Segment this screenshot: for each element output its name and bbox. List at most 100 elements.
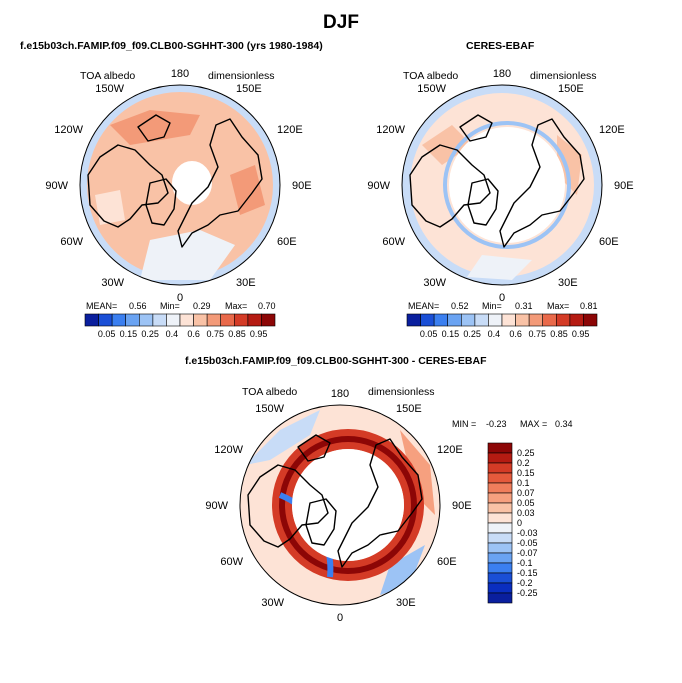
colorbar-1-swatch	[220, 313, 235, 327]
colorbar-3-tick-label: 0	[517, 518, 522, 528]
colorbar-1-tick-label: 0.95	[250, 329, 268, 339]
panel-1-variable-label: TOA albedo	[80, 70, 136, 82]
panel-3-title: f.e15b03ch.FAMIP.f09_f09.CLB00-SGHHT-300…	[185, 355, 487, 367]
colorbar-3-tick-label: -0.05	[517, 538, 538, 548]
panel-1-min-label: Min=	[160, 301, 180, 311]
map-3-lon-label: 150W	[255, 403, 284, 415]
colorbar-2-tick-label: 0.75	[529, 329, 547, 339]
colorbar-3-swatch	[487, 562, 513, 574]
colorbar-1-swatch	[125, 313, 140, 327]
map-3-lon-label: 90W	[205, 500, 228, 512]
colorbar-3-swatch	[487, 512, 513, 524]
map-1-lon-label: 90E	[292, 180, 312, 192]
colorbar-1-swatch	[84, 313, 99, 327]
map-1-lon-label: 0	[177, 292, 183, 304]
map-2-lon-label: 120W	[376, 124, 405, 136]
map-1-polar-missing	[172, 161, 212, 205]
figure-title: DJF	[323, 12, 359, 33]
colorbar-3-tick-label: 0.2	[517, 458, 530, 468]
colorbar-1-tick-label: 0.15	[120, 329, 138, 339]
panel-3-units-label: dimensionless	[368, 386, 435, 398]
colorbar-2-tick-label: 0.25	[463, 329, 481, 339]
map-3-coastline	[337, 438, 423, 568]
colorbar-2-swatch	[433, 313, 449, 327]
panel-3-min-value: -0.23	[486, 419, 507, 429]
panel-1-title: f.e15b03ch.FAMIP.f09_f09.CLB00-SGHHT-300…	[20, 40, 323, 52]
colorbar-2-swatch	[583, 313, 598, 327]
colorbar-1-swatch	[98, 313, 113, 327]
map-3-coastline	[305, 498, 337, 546]
colorbar-3-tick-label: -0.03	[517, 528, 538, 538]
panel-3-max-value: 0.34	[555, 419, 573, 429]
panel-3-variable-label: TOA albedo	[242, 386, 298, 398]
map-3-positive-patch	[400, 430, 435, 515]
colorbar-1-swatch	[261, 313, 276, 327]
map-2-lon-label: 0	[499, 292, 505, 304]
map-2-lon-label: 120E	[599, 124, 625, 136]
colorbar-1-tick-label: 0.85	[228, 329, 246, 339]
colorbar-1-swatch	[166, 313, 181, 327]
colorbar-2-swatch	[420, 313, 435, 327]
map-1-lon-label: 150E	[236, 83, 262, 95]
map-1-coastline	[145, 178, 177, 226]
map-2-coastline	[459, 114, 493, 142]
colorbar-2-tick-label: 0.15	[442, 329, 460, 339]
colorbar-2-swatch	[474, 313, 489, 327]
colorbar-3-tick-label: -0.07	[517, 548, 538, 558]
map-3-lon-label: 60E	[437, 556, 457, 568]
panel-1-units-label: dimensionless	[208, 70, 275, 82]
colorbar-2-tick-label: 0.95	[572, 329, 590, 339]
map-1-lon-label: 180	[171, 68, 189, 80]
map-1-lon-label: 120W	[54, 124, 83, 136]
panel-2-mean-label: MEAN=	[408, 301, 440, 311]
map-3-lon-label: 150E	[396, 403, 422, 415]
map-2-coastline	[467, 178, 499, 226]
colorbar-1-swatch	[111, 313, 126, 327]
map-1-field	[80, 85, 280, 285]
map-3-border	[239, 404, 441, 606]
colorbar-1-tick-label: 0.6	[187, 329, 200, 339]
colorbar-3-tick-label: 0.05	[517, 498, 535, 508]
map-1-lon-label: 60W	[60, 236, 83, 248]
colorbar-1-tick-label: 0.75	[207, 329, 225, 339]
colorbar-1-swatch	[234, 313, 249, 327]
panel-2-max-label: Max=	[547, 301, 570, 311]
map-2-polar-missing	[449, 127, 565, 243]
colorbar-3-swatch	[487, 572, 513, 584]
colorbar-3-swatch	[487, 492, 513, 504]
map-2-lon-label: 60E	[599, 236, 619, 248]
colorbar-3-swatch	[487, 452, 513, 464]
colorbar-2-swatch	[528, 313, 543, 327]
map-2-lon-label: 60W	[382, 236, 405, 248]
colorbar-2-swatch	[569, 313, 584, 327]
panel-1-mean-label: MEAN=	[86, 301, 118, 311]
colorbar-3-swatch	[487, 582, 513, 594]
colorbar-2-tick-label: 0.4	[488, 329, 501, 339]
colorbar-2-swatch	[515, 313, 530, 327]
colorbar-1-swatch	[247, 313, 262, 327]
map-2-coastline	[409, 144, 491, 228]
map-2-lon-label: 30E	[558, 277, 578, 289]
map-2-lon-label: 150W	[417, 83, 446, 95]
map-3-negative-patch-south	[380, 545, 425, 595]
colorbar-1-swatch	[139, 313, 154, 327]
colorbar-1-tick-label: 0.25	[141, 329, 159, 339]
colorbar-3-tick-label: -0.25	[517, 588, 538, 598]
colorbar-2-swatch	[555, 313, 571, 327]
panel-2-mean-value: 0.52	[451, 301, 469, 311]
map-2-lon-label: 30W	[423, 277, 446, 289]
panel-3-max-label: MAX =	[520, 419, 548, 429]
panel-2-max-value: 0.81	[580, 301, 598, 311]
panel-3-min-label: MIN =	[452, 419, 477, 429]
map-1-lon-label: 90W	[45, 180, 68, 192]
map-3-lon-label: 120W	[214, 444, 243, 456]
map-1-lon-label: 120E	[277, 124, 303, 136]
map-3-lon-label: 60W	[220, 556, 243, 568]
map-1-border	[79, 84, 281, 286]
map-3-lon-label: 90E	[452, 500, 472, 512]
map-1-lon-label: 30E	[236, 277, 256, 289]
map-3-lon-label: 180	[331, 388, 349, 400]
colorbar-2-swatch	[488, 313, 503, 327]
colorbar-3-tick-label: 0.1	[517, 478, 530, 488]
map-3-coastline	[297, 434, 331, 462]
